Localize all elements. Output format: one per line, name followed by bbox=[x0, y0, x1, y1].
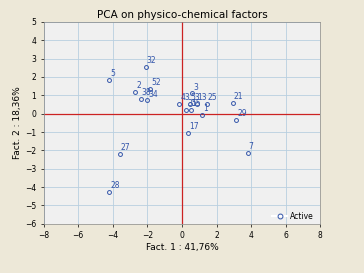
Text: 25: 25 bbox=[208, 93, 218, 102]
Text: 7: 7 bbox=[249, 142, 253, 151]
Y-axis label: Fact. 2 : 18,36%: Fact. 2 : 18,36% bbox=[13, 87, 22, 159]
Legend: Active: Active bbox=[269, 209, 317, 224]
Text: 17: 17 bbox=[189, 122, 198, 131]
Text: 35: 35 bbox=[187, 99, 197, 108]
Text: 5: 5 bbox=[110, 69, 115, 78]
Title: PCA on physico-chemical factors: PCA on physico-chemical factors bbox=[96, 10, 268, 20]
Text: 1: 1 bbox=[203, 104, 207, 113]
Text: 28: 28 bbox=[110, 181, 120, 190]
X-axis label: Fact. 1 : 41,76%: Fact. 1 : 41,76% bbox=[146, 243, 218, 252]
Text: 21: 21 bbox=[234, 92, 244, 101]
Text: 43: 43 bbox=[180, 93, 190, 102]
Text: 29: 29 bbox=[237, 109, 247, 118]
Text: 34: 34 bbox=[148, 90, 158, 99]
Text: 32: 32 bbox=[147, 56, 156, 65]
Text: 38: 38 bbox=[141, 88, 151, 97]
Text: 13: 13 bbox=[198, 93, 207, 102]
Text: 52: 52 bbox=[151, 78, 161, 87]
Text: 27: 27 bbox=[120, 143, 130, 152]
Text: 53: 53 bbox=[191, 93, 201, 102]
Text: 2: 2 bbox=[136, 81, 141, 90]
Text: 3: 3 bbox=[193, 83, 198, 92]
Text: 15: 15 bbox=[191, 99, 201, 108]
